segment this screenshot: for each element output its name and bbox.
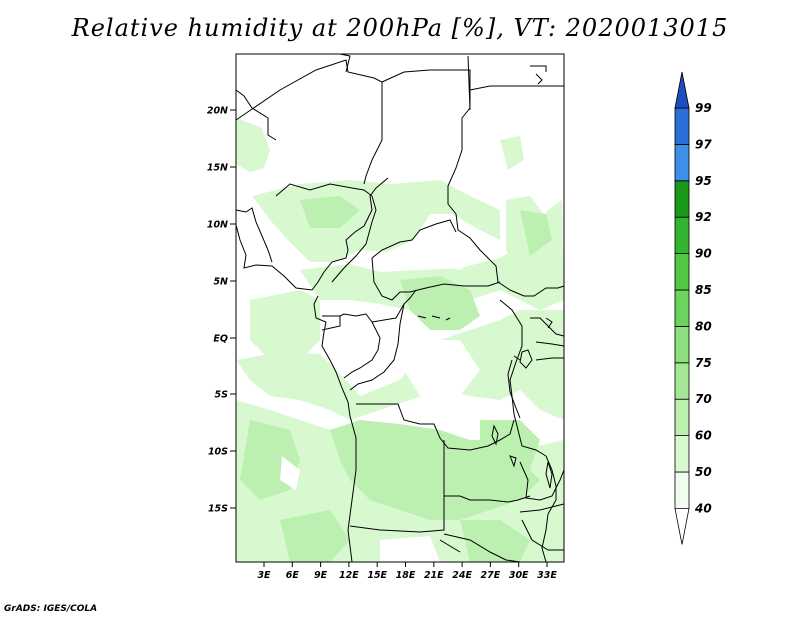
lon-tick-label: 27E (481, 570, 501, 581)
colorbar-label: 90 (695, 247, 712, 261)
colorbar-swatch (674, 398, 690, 437)
lat-tick-label: EQ (213, 334, 228, 345)
lon-tick-label: 21E (424, 570, 444, 581)
lat-tick-label: 5N (213, 277, 228, 288)
colorbar-swatch (674, 216, 690, 254)
lon-tick-label: 24E (452, 570, 472, 581)
country-boundaries (235, 53, 565, 563)
colorbar-label: 97 (695, 137, 712, 151)
colorbar-swatch (674, 435, 690, 473)
lon-tick-label: 18E (396, 570, 416, 581)
lon-tick-label: 33E (537, 570, 557, 581)
colorbar-label: 95 (695, 174, 712, 188)
lat-tick-label: 20N (207, 106, 228, 117)
colorbar-label: 75 (695, 356, 712, 370)
colorbar-label: 60 (695, 429, 712, 443)
humidity-region (460, 520, 530, 562)
humidity-gap (420, 232, 480, 270)
colorbar: 40 50 60 70 75 80 85 90 92 95 97 99 (674, 71, 712, 545)
lat-tick-label: 10N (207, 220, 228, 231)
colorbar-swatch (674, 253, 690, 291)
colorbar-low-triangle (674, 508, 690, 545)
colorbar-high-triangle (674, 71, 690, 109)
lon-tick-label: 15E (367, 570, 387, 581)
latitude-axis: 20N 15N 10N 5N EQ 5S 10S 15S (207, 106, 236, 515)
colorbar-swatch (674, 107, 690, 145)
colorbar-label: 92 (695, 210, 712, 224)
humidity-gap (380, 536, 440, 562)
colorbar-label: 80 (695, 319, 712, 333)
lat-tick-label: 5S (215, 390, 229, 401)
map-title: Relative humidity at 200hPa [%], VT: 202… (71, 14, 729, 42)
colorbar-swatch (674, 362, 690, 400)
lat-tick-label: 15S (208, 504, 228, 515)
lon-tick-label: 30E (509, 570, 529, 581)
colorbar-label: 85 (695, 283, 712, 297)
humidity-region (500, 136, 524, 170)
longitude-axis: 3E 6E 9E 12E 15E 18E 21E 24E 27E 30E 33E (257, 562, 557, 581)
colorbar-label: 40 (694, 501, 712, 515)
humidity-region (520, 210, 552, 256)
humidity-gap (330, 326, 380, 364)
colorbar-label: 50 (695, 465, 712, 479)
humidity-region (280, 510, 350, 562)
humidity-gap (280, 456, 300, 490)
colorbar-label: 99 (695, 101, 712, 115)
humidity-region (236, 310, 564, 420)
humidity-region (236, 118, 270, 172)
lon-tick-label: 6E (286, 570, 300, 581)
colorbar-label: 70 (695, 392, 712, 406)
lat-tick-label: 15N (207, 163, 228, 174)
humidity-region (250, 290, 320, 360)
credit-label: GrADS: IGES/COLA (4, 604, 98, 614)
lon-tick-label: 3E (257, 570, 271, 581)
map-frame (235, 53, 565, 563)
humidity-region (480, 420, 540, 470)
humidity-gap (404, 340, 480, 396)
colorbar-swatch (674, 471, 690, 509)
colorbar-swatch (674, 180, 690, 218)
lon-tick-label: 9E (314, 570, 328, 581)
humidity-region (300, 196, 360, 228)
colorbar-swatch (674, 289, 690, 327)
colorbar-swatch (674, 143, 690, 182)
lon-tick-label: 12E (339, 570, 359, 581)
humidity-field (236, 118, 564, 562)
lat-tick-label: 10S (208, 447, 228, 458)
colorbar-swatch (674, 325, 690, 364)
